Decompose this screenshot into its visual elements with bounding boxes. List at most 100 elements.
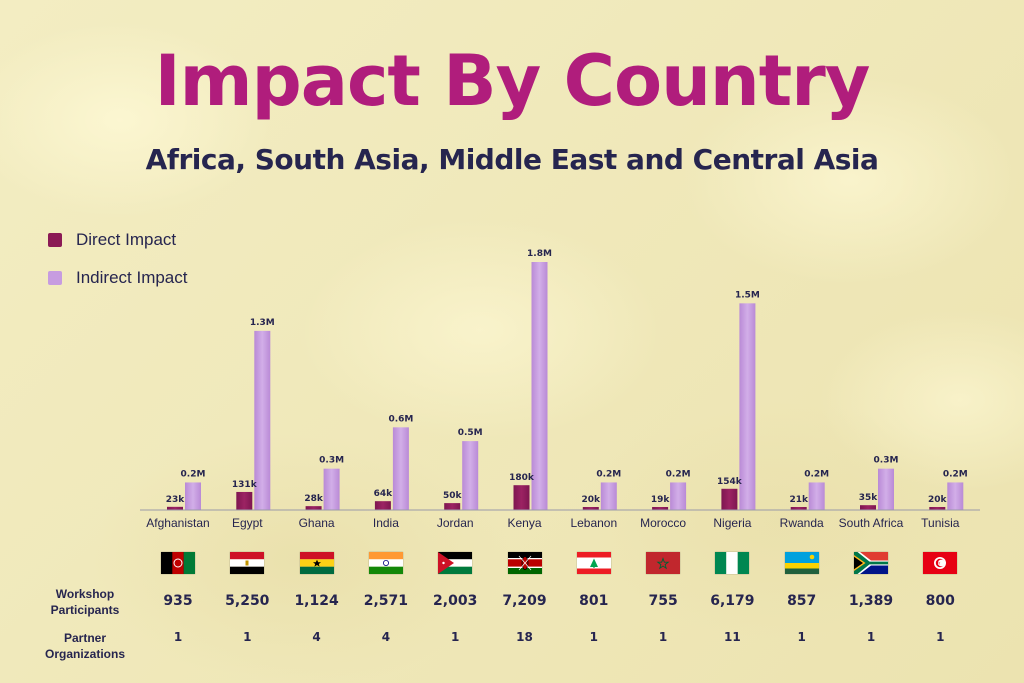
workshop-participants-nigeria: 6,179 (710, 593, 755, 609)
data-label-indirect-kenya: 1.8M (527, 249, 552, 259)
data-label-indirect-jordan: 0.5M (458, 428, 483, 438)
data-label-direct-india: 64k (374, 489, 394, 499)
workshop-participants-afghanistan: 935 (163, 593, 193, 609)
category-label-lebanon: Lebanon (570, 516, 617, 530)
bar-indirect-lebanon (600, 482, 617, 510)
partner-organizations-lebanon: 1 (589, 630, 598, 644)
partner-organizations-nigeria: 11 (724, 630, 741, 644)
bar-direct-egypt (236, 491, 253, 510)
workshop-participants-rwanda: 857 (787, 593, 817, 609)
category-label-india: India (373, 516, 399, 530)
bar-direct-kenya (513, 485, 530, 510)
category-label-rwanda: Rwanda (780, 516, 824, 530)
category-label-nigeria: Nigeria (713, 516, 751, 530)
row-label-partner-organizations: Partner Organizations (30, 630, 140, 662)
category-label-morocco: Morocco (640, 516, 686, 530)
bar-direct-south-africa (860, 505, 876, 510)
data-label-direct-jordan: 50k (443, 491, 463, 501)
bar-direct-india (374, 501, 391, 510)
jordan-flag-icon (438, 552, 473, 574)
workshop-participants-south-africa: 1,389 (848, 593, 894, 609)
workshop-participants-kenya: 7,209 (502, 593, 547, 609)
data-label-indirect-afghanistan: 0.2M (181, 469, 206, 479)
data-label-direct-south-africa: 35k (859, 493, 879, 503)
page-title: Impact By Country (154, 40, 871, 122)
category-label-egypt: Egypt (232, 516, 263, 530)
tunisia-flag-icon (923, 552, 958, 574)
data-label-direct-lebanon: 20k (582, 495, 602, 505)
data-label-direct-afghanistan: 23k (166, 495, 186, 505)
partner-organizations-india: 4 (381, 630, 391, 644)
data-label-direct-ghana: 28k (304, 494, 324, 504)
data-label-direct-kenya: 180k (509, 473, 535, 483)
workshop-participants-india: 2,571 (363, 593, 409, 609)
legend-label-indirect: Indirect Impact (76, 268, 188, 287)
workshop-participants-morocco: 755 (648, 593, 678, 609)
partner-organizations-ghana: 4 (312, 630, 321, 644)
bar-direct-jordan (444, 503, 461, 510)
legend-item-indirect: Indirect Impact (48, 266, 188, 290)
partner-organizations-south-africa: 1 (866, 630, 876, 644)
nigeria-flag-icon (715, 552, 750, 574)
partner-organizations-tunisia: 1 (936, 630, 945, 644)
category-labels: Afghanistan Egypt Ghana India Jordan Kenya Leb… (146, 516, 959, 530)
kenya-flag-icon (507, 552, 542, 574)
bar-indirect-jordan (462, 441, 479, 510)
partner-organizations-jordan: 1 (451, 630, 460, 644)
bar-indirect-afghanistan (185, 482, 201, 510)
data-label-indirect-ghana: 0.3M (319, 456, 344, 466)
workshop-participants-egypt: 5,250 (225, 593, 270, 609)
category-label-south-africa: South Africa (839, 516, 904, 530)
bar-indirect-nigeria (739, 303, 756, 510)
south-africa-flag-icon (854, 552, 888, 574)
workshop-participants-ghana: 1,124 (294, 593, 339, 609)
legend-swatch-direct (48, 233, 62, 247)
afghanistan-flag-icon (161, 552, 195, 574)
partner-organizations-kenya: 18 (516, 630, 533, 644)
data-label-indirect-morocco: 0.2M (666, 469, 691, 479)
bar-indirect-south-africa (878, 468, 894, 510)
legend-swatch-indirect (48, 271, 62, 285)
chart-legend: Direct Impact Indirect Impact (48, 228, 188, 304)
bar-indirect-kenya (531, 262, 548, 510)
rwanda-flag-icon (784, 552, 819, 574)
data-label-direct-tunisia: 20k (928, 495, 948, 505)
lebanon-flag-icon (576, 552, 611, 574)
row-label-workshop-line2: Participants (50, 603, 120, 617)
data-label-indirect-egypt: 1.3M (250, 318, 275, 328)
bar-direct-ghana (305, 506, 322, 510)
ghana-flag-icon (299, 552, 334, 574)
bar-indirect-ghana (323, 468, 340, 510)
page-subtitle: Africa, South Asia, Middle East and Cent… (145, 143, 879, 176)
bar-indirect-egypt (254, 330, 271, 510)
row-label-workshop-line1: Workshop (55, 587, 115, 601)
bar-indirect-rwanda (808, 482, 825, 510)
bar-indirect-india (392, 427, 409, 510)
partner-organizations-rwanda: 1 (797, 630, 806, 644)
data-label-indirect-tunisia: 0.2M (943, 469, 968, 479)
data-label-indirect-rwanda: 0.2M (804, 469, 829, 479)
legend-label-direct: Direct Impact (76, 230, 177, 249)
data-label-direct-rwanda: 21k (789, 495, 809, 505)
category-label-tunisia: Tunisia (921, 516, 960, 530)
bar-indirect-tunisia (947, 482, 964, 510)
data-label-indirect-south-africa: 0.3M (874, 456, 899, 466)
morocco-flag-icon (646, 552, 681, 574)
partner-organizations-morocco: 1 (658, 630, 668, 644)
bar-direct-morocco (652, 507, 669, 510)
data-label-indirect-lebanon: 0.2M (596, 469, 621, 479)
category-label-afghanistan: Afghanistan (146, 516, 209, 530)
category-label-jordan: Jordan (437, 516, 474, 530)
workshop-participants-tunisia: 800 (925, 593, 955, 609)
row-label-partner-line2: Organizations (44, 647, 125, 661)
data-label-indirect-nigeria: 1.5M (735, 290, 760, 300)
category-label-ghana: Ghana (299, 516, 335, 530)
workshop-participants-lebanon: 801 (579, 593, 609, 609)
data-label-indirect-india: 0.6M (388, 414, 413, 424)
workshop-participants-jordan: 2,003 (433, 593, 478, 609)
egypt-flag-icon (230, 552, 265, 574)
partner-organizations-egypt: 1 (243, 630, 252, 644)
bar-direct-rwanda (790, 507, 807, 510)
data-label-direct-egypt: 131k (232, 480, 258, 490)
